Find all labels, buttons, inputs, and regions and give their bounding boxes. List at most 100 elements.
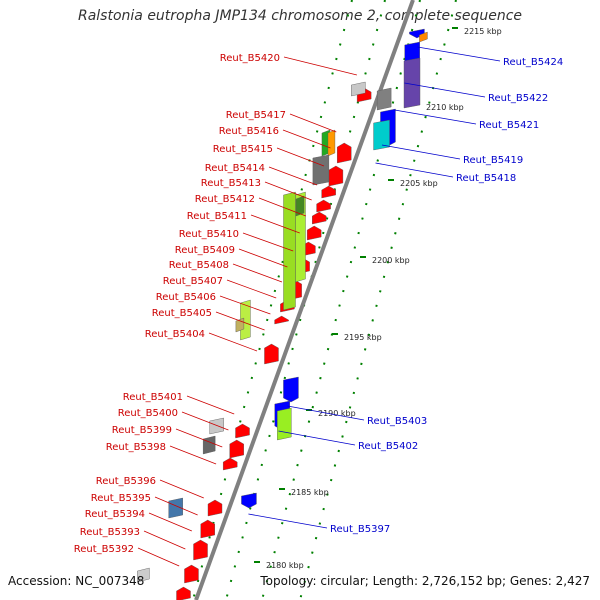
right-leader-line	[417, 46, 501, 62]
gene-block	[240, 299, 251, 341]
right-leader-line	[248, 513, 328, 529]
left-leader-line	[226, 279, 277, 299]
forward-gene-arrow	[184, 564, 199, 584]
kbp-tick-label: 2180 kbp	[266, 561, 304, 570]
forward-gene-arrow	[229, 439, 244, 459]
left-gene-label: Reut_B5404	[145, 329, 205, 340]
kbp-tick-label: 2210 kbp	[426, 103, 464, 112]
gene-block	[312, 154, 330, 186]
left-leader-line	[238, 248, 288, 268]
right-gene-label: Reut_B5419	[463, 155, 523, 166]
left-gene-label: Reut_B5417	[226, 110, 286, 121]
gene-block	[403, 57, 421, 109]
gene-block	[202, 435, 216, 455]
forward-gene-arrow	[316, 199, 331, 213]
reverse-gene-arrow	[283, 376, 299, 403]
left-gene-label: Reut_B5392	[74, 544, 134, 555]
left-gene-label: Reut_B5415	[213, 144, 273, 155]
left-leader-line	[186, 395, 235, 415]
right-leader-line	[278, 430, 356, 446]
forward-gene-arrow	[321, 185, 336, 199]
map-title: Ralstonia eutropha JMP134 chromosome 2, …	[77, 8, 522, 24]
right-gene-label: Reut_B5403	[367, 416, 427, 427]
left-leader-line	[232, 263, 283, 283]
left-gene-label: Reut_B5414	[205, 163, 265, 174]
forward-gene-arrow	[312, 211, 327, 225]
left-leader-line	[215, 311, 265, 331]
forward-gene-arrow	[223, 457, 238, 471]
left-gene-label: Reut_B5401	[123, 392, 183, 403]
forward-gene-arrow	[264, 343, 279, 365]
right-leader-line	[381, 144, 461, 160]
right-leader-line	[404, 82, 486, 98]
left-leader-line	[276, 147, 325, 167]
left-gene-label: Reut_B5420	[220, 53, 280, 64]
left-gene-label: Reut_B5396	[96, 476, 156, 487]
right-gene-label: Reut_B5418	[456, 173, 516, 184]
left-gene-label: Reut_B5394	[85, 509, 145, 520]
left-gene-label: Reut_B5406	[156, 292, 216, 303]
kbp-tick-label: 2200 kbp	[372, 256, 410, 265]
left-leader-line	[181, 411, 229, 431]
left-gene-label: Reut_B5409	[175, 245, 235, 256]
left-gene-label: Reut_B5407	[163, 276, 223, 287]
right-gene-label: Reut_B5421	[479, 120, 539, 131]
left-leader-line	[282, 129, 331, 149]
left-gene-label: Reut_B5408	[169, 260, 229, 271]
gene-block	[283, 191, 296, 311]
left-leader-line	[283, 56, 358, 76]
gene-block	[373, 119, 390, 151]
left-gene-label: Reut_B5398	[106, 442, 166, 453]
left-leader-line	[175, 428, 223, 448]
left-gene-label: Reut_B5405	[152, 308, 212, 319]
forward-gene-arrow	[328, 165, 344, 187]
left-gene-label: Reut_B5393	[80, 527, 140, 538]
forward-gene-arrow	[200, 519, 215, 539]
dotted-guide-3	[299, 0, 457, 600]
left-leader-line	[208, 332, 258, 352]
gene-block	[376, 87, 392, 111]
kbp-tick-label: 2215 kbp	[464, 27, 502, 36]
left-leader-line	[289, 113, 337, 133]
gene-block	[137, 567, 150, 583]
left-leader-line	[137, 547, 180, 567]
left-gene-label: Reut_B5416	[219, 126, 279, 137]
left-leader-line	[242, 232, 294, 252]
accession-text: Accession: NC_007348	[8, 574, 145, 588]
left-gene-label: Reut_B5413	[201, 178, 261, 189]
left-gene-label: Reut_B5400	[118, 408, 178, 419]
reverse-gene-arrow	[241, 492, 257, 509]
left-leader-line	[159, 479, 204, 499]
kbp-tick-label: 2185 kbp	[291, 488, 329, 497]
left-leader-line	[268, 166, 318, 186]
left-gene-label: Reut_B5412	[195, 194, 255, 205]
left-gene-label: Reut_B5410	[179, 229, 239, 240]
forward-gene-arrow	[235, 423, 250, 439]
right-leader-line	[394, 109, 477, 125]
left-gene-label: Reut_B5399	[112, 425, 172, 436]
left-leader-line	[258, 197, 307, 217]
right-leader-line	[287, 405, 365, 421]
forward-gene-arrow	[176, 586, 191, 600]
backbone-line	[194, 0, 415, 600]
gene-block	[277, 407, 292, 441]
left-leader-line	[264, 181, 312, 201]
left-leader-line	[154, 496, 198, 516]
forward-gene-arrow	[274, 315, 289, 325]
kbp-tick-label: 2190 kbp	[318, 409, 356, 418]
kbp-tick-label: 2195 kbp	[344, 333, 382, 342]
gene-block	[351, 81, 366, 97]
forward-gene-arrow	[193, 539, 208, 561]
right-gene-label: Reut_B5402	[358, 441, 418, 452]
right-gene-label: Reut_B5397	[330, 524, 390, 535]
left-leader-line	[169, 445, 217, 465]
gene-block	[327, 129, 336, 157]
right-gene-label: Reut_B5424	[503, 57, 563, 68]
forward-gene-arrow	[337, 142, 352, 164]
left-gene-label: Reut_B5411	[187, 211, 247, 222]
gene-block	[168, 497, 183, 519]
left-leader-line	[250, 214, 300, 234]
forward-gene-arrow	[306, 225, 322, 241]
genome-summary-text: Topology: circular; Length: 2,726,152 bp…	[260, 574, 590, 588]
